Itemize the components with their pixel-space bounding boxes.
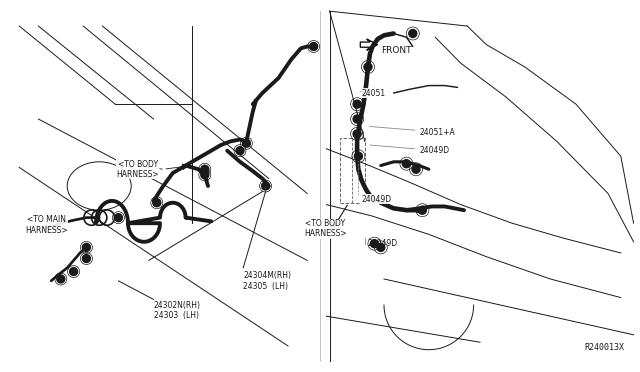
- Circle shape: [412, 165, 420, 173]
- Circle shape: [364, 63, 372, 71]
- Text: 24049D: 24049D: [362, 195, 392, 203]
- Text: <TO BODY
HARNESS>: <TO BODY HARNESS>: [116, 160, 159, 179]
- Circle shape: [201, 171, 209, 179]
- Circle shape: [83, 243, 90, 251]
- Circle shape: [310, 42, 317, 51]
- Text: 24302N(RH)
24303  (LH): 24302N(RH) 24303 (LH): [154, 301, 200, 320]
- Circle shape: [353, 130, 361, 138]
- Circle shape: [236, 147, 244, 155]
- Text: <TO MAIN
HARNESS>: <TO MAIN HARNESS>: [25, 215, 67, 235]
- Text: 24049D: 24049D: [368, 239, 398, 248]
- Circle shape: [115, 214, 122, 222]
- Circle shape: [403, 160, 410, 168]
- Text: <TO BODY
HARNESS>: <TO BODY HARNESS>: [304, 219, 346, 238]
- Circle shape: [153, 199, 161, 207]
- Circle shape: [353, 100, 361, 108]
- Circle shape: [353, 115, 361, 123]
- Circle shape: [371, 240, 378, 248]
- Circle shape: [355, 152, 362, 160]
- Text: 24051: 24051: [362, 89, 386, 97]
- Circle shape: [243, 139, 250, 147]
- Circle shape: [409, 29, 417, 38]
- Text: FRONT: FRONT: [381, 46, 412, 55]
- Circle shape: [377, 243, 385, 251]
- Circle shape: [70, 267, 77, 276]
- Circle shape: [83, 254, 90, 263]
- Circle shape: [262, 182, 269, 190]
- Text: 24304M(RH)
24305  (LH): 24304M(RH) 24305 (LH): [243, 271, 291, 291]
- Circle shape: [419, 206, 426, 214]
- Circle shape: [201, 165, 209, 173]
- Text: 24049D: 24049D: [419, 146, 449, 155]
- Text: 24051+A: 24051+A: [419, 128, 455, 137]
- Circle shape: [57, 275, 65, 283]
- Text: R240013X: R240013X: [584, 343, 624, 352]
